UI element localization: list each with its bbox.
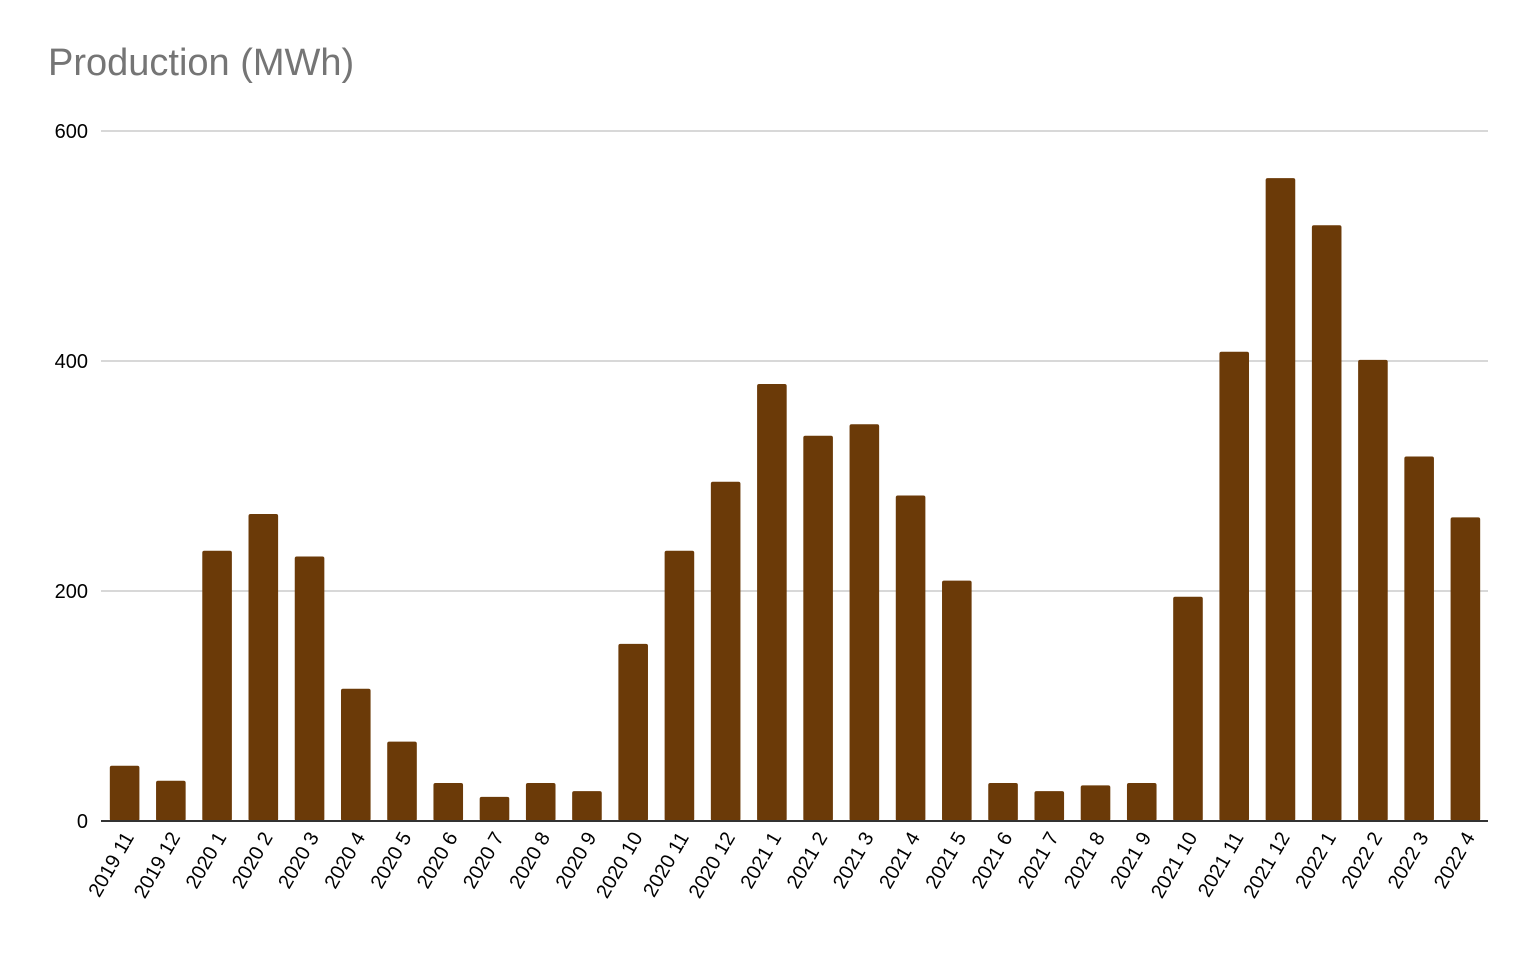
x-tick-label: 2020 5 [367, 829, 417, 893]
bar [942, 580, 972, 821]
x-tick-label: 2020 9 [552, 829, 602, 893]
bar [1311, 225, 1342, 822]
x-tick-label: 2022 1 [1291, 829, 1341, 893]
bar [664, 550, 695, 821]
y-tick-label: 0 [77, 811, 88, 833]
x-tick-label: 2021 4 [875, 829, 925, 893]
bar [1126, 783, 1157, 821]
x-tick-label: 2021 2 [783, 829, 833, 893]
bar [525, 783, 556, 821]
bar [572, 791, 602, 821]
chart-title: Production (MWh) [48, 42, 355, 84]
x-tick-label: 2020 6 [413, 829, 463, 893]
bars [109, 178, 1481, 822]
x-tick-label: 2021 6 [968, 829, 1018, 893]
bar [340, 688, 371, 821]
bar [618, 643, 648, 821]
bar [294, 556, 325, 821]
y-tick-label: 600 [55, 121, 88, 143]
bar [1173, 596, 1203, 821]
bar [156, 780, 186, 821]
x-tick-label: 2020 8 [505, 829, 555, 893]
bar [1034, 791, 1065, 821]
x-tick-label: 2021 8 [1060, 829, 1110, 893]
bar [849, 424, 880, 821]
bar [895, 495, 926, 821]
x-tick-label: 2020 4 [320, 829, 370, 893]
y-tick-label: 200 [55, 581, 88, 603]
x-tick-label: 2021 9 [1106, 829, 1156, 893]
bar [1404, 456, 1434, 821]
bar [757, 384, 787, 821]
x-tick-label: 2022 2 [1338, 829, 1388, 893]
bar [803, 435, 833, 821]
x-tick-label: 2020 2 [228, 829, 278, 893]
gridlines [101, 130, 1488, 592]
bar [988, 783, 1018, 821]
x-tick-label: 2020 3 [274, 829, 324, 893]
bar [433, 783, 464, 821]
x-tick-label: 2022 4 [1430, 829, 1480, 893]
x-tick-label: 2020 7 [459, 829, 509, 893]
bar [248, 513, 279, 821]
x-tick-label: 2021 3 [829, 829, 879, 893]
bar [710, 481, 741, 821]
bar [1450, 517, 1481, 821]
x-tick-label: 2020 1 [182, 829, 232, 893]
bar [1080, 785, 1111, 821]
bar [109, 765, 140, 821]
y-axis-ticks: 0 200 400 600 [55, 121, 88, 833]
x-tick-label: 2021 1 [737, 829, 787, 893]
y-tick-label: 400 [55, 351, 88, 373]
x-tick-label: 2021 7 [1014, 829, 1064, 893]
bar [479, 796, 510, 821]
bar [1358, 359, 1388, 821]
bar [1219, 351, 1250, 821]
bar [1265, 178, 1296, 821]
x-tick-label: 2022 3 [1384, 829, 1434, 893]
bar [202, 550, 232, 821]
x-tick-label: 2021 5 [922, 829, 972, 893]
bar [387, 741, 417, 821]
